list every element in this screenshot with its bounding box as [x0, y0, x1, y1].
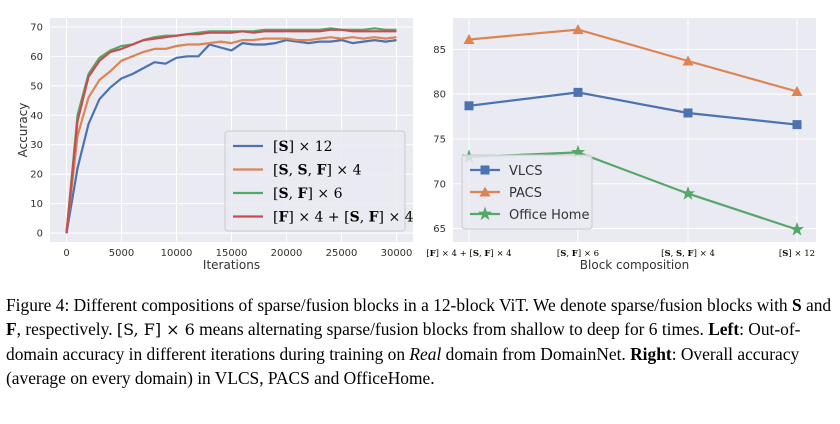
right-series-point-1 — [463, 34, 475, 45]
left-y-tick-label: 60 — [30, 52, 43, 63]
left-x-tick-label: 15000 — [216, 248, 248, 259]
left-y-axis-label: Accuracy — [16, 103, 30, 158]
right-series-point-0 — [792, 120, 802, 130]
caption-left-label: Left — [708, 319, 740, 339]
left-y-tick-label: 40 — [30, 111, 43, 122]
right-series-point-1 — [572, 24, 584, 35]
right-x-tick-label: [S] × 12 — [779, 249, 815, 259]
left-y-tick-label: 10 — [30, 199, 43, 210]
left-legend-label-3: [F] × 4 + [S, F] × 4 — [273, 210, 414, 226]
left-legend-label-1: [S, S, F] × 4 — [273, 163, 362, 179]
right-legend-label-0: VLCS — [509, 164, 542, 179]
right-series-point-0 — [464, 101, 474, 111]
right-y-tick-label: 70 — [433, 179, 446, 190]
caption-text-3: means alternating sparse/fusion blocks f… — [194, 319, 709, 339]
right-x-axis-label: Block composition — [580, 258, 689, 272]
caption-text-4: : Out-of-domain accuracy in different it… — [6, 319, 801, 364]
left-y-tick-label: 20 — [30, 170, 43, 181]
right-series-line-0 — [468, 91, 798, 126]
caption-text-2: , respectively. — [16, 319, 117, 339]
caption-right-label: Right — [630, 344, 672, 364]
left-y-tick-label: 70 — [30, 22, 43, 33]
right-legend-box — [461, 154, 593, 230]
caption-text-and: and — [801, 295, 832, 315]
right-legend-label-1: PACS — [509, 186, 542, 201]
right-y-tick-label: 75 — [433, 134, 446, 145]
left-legend-box — [224, 130, 406, 232]
right-series-point-1 — [682, 55, 694, 66]
caption-math: [S, F] × 6 — [116, 320, 195, 339]
right-x-tick-label: [S, F] × 6 — [557, 249, 599, 259]
caption-text-6: : Overall accuracy (average on every dom… — [6, 344, 800, 388]
left-x-tick-label: 0 — [63, 248, 69, 259]
right-series-point-0 — [573, 87, 583, 97]
right-y-tick-label: 80 — [433, 90, 446, 101]
caption-real-domain: Real — [409, 344, 442, 364]
left-x-tick-label: 20000 — [271, 248, 303, 259]
figure: 0 5000 10000 15000 20000 25000 30000 0 10 20 30 40 5… — [16, 18, 816, 272]
right-series-point-0 — [683, 108, 693, 118]
right-series-point-2 — [570, 144, 586, 159]
right-y-tick-label: 65 — [433, 224, 446, 235]
right-block-composition-chart: 65 70 75 80 85 [F] × 4 + [S, F] × 4 [S, F] × 6… — [426, 18, 816, 272]
left-y-tick-label: 50 — [30, 81, 43, 92]
left-x-tick-label: 5000 — [109, 248, 134, 259]
caption-fusion-symbol: F — [6, 319, 17, 339]
right-series-point-1 — [791, 85, 803, 96]
left-y-tick-label: 30 — [30, 140, 43, 151]
right-legend-swatch-marker-2 — [477, 206, 493, 221]
right-x-tick-label: [S, S, F] × 4 — [661, 249, 715, 259]
right-legend-swatch-marker-1 — [479, 186, 491, 197]
left-series-line-0 — [65, 39, 397, 234]
right-legend-label-2: Office Home — [509, 208, 589, 223]
right-series-line-1 — [468, 28, 798, 93]
caption-sparse-symbol: S — [791, 295, 802, 315]
caption-text-1: Figure 4: Different compositions of spar… — [6, 295, 792, 315]
figure-caption: Figure 4: Different compositions of spar… — [6, 293, 832, 390]
right-y-tick-label: 85 — [433, 45, 446, 56]
left-x-tick-label: 10000 — [161, 248, 193, 259]
left-accuracy-chart: 0 5000 10000 15000 20000 25000 30000 0 10 20 30 40 5… — [16, 18, 414, 272]
left-y-tick-label: 0 — [37, 229, 43, 240]
right-legend-swatch-marker-0 — [480, 165, 490, 175]
right-series-point-2 — [789, 222, 805, 236]
right-x-tick-label: [F] × 4 + [S, F] × 4 — [426, 249, 511, 259]
left-x-axis-label: Iterations — [203, 258, 260, 272]
left-x-tick-label: 30000 — [381, 248, 413, 259]
left-legend-label-2: [S, F] × 6 — [273, 186, 343, 202]
left-series-line-1 — [65, 36, 397, 234]
left-x-tick-label: 25000 — [326, 248, 358, 259]
left-legend-label-0: [S] × 12 — [273, 139, 333, 155]
left-series-line-3 — [65, 28, 397, 234]
caption-text-5: domain from DomainNet. — [441, 344, 631, 364]
right-series-point-2 — [680, 186, 696, 200]
